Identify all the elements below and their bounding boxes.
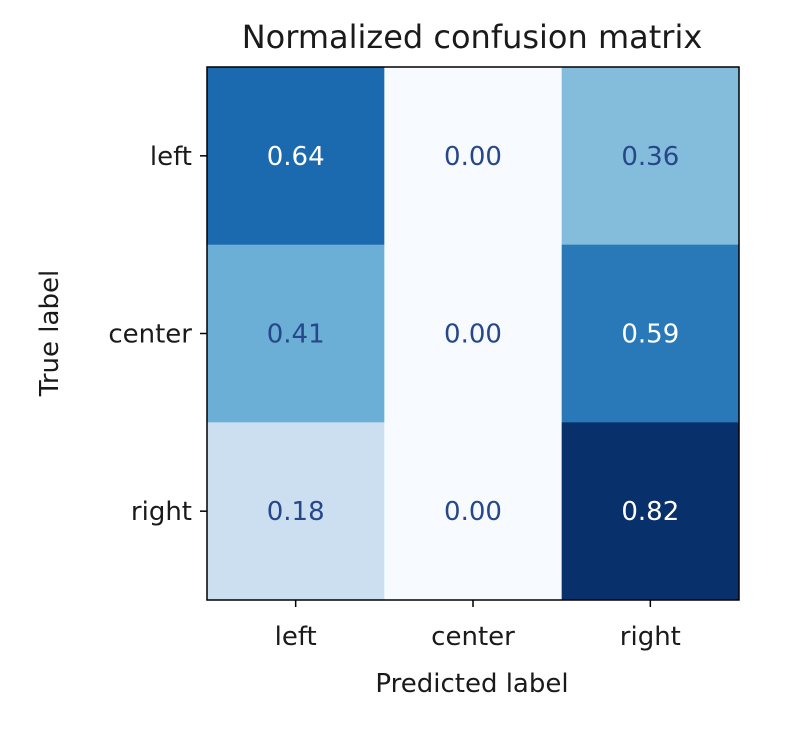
- heatmap-cell-left-right: [561, 67, 740, 246]
- x-tick-label-right: right: [620, 622, 681, 652]
- heatmap-cell-right-right: [561, 422, 740, 601]
- heatmap-cells: 0.64 0.00 0.36 0.41 0.00 0.59 0.18 0.00 0.82: [207, 67, 740, 601]
- heatmap-cell-left-center: [384, 67, 563, 246]
- heatmap-cell-center-left: [207, 244, 385, 423]
- chart-title: Normalized confusion matrix: [242, 18, 703, 56]
- cell-value-label-left-right: 0.36: [621, 142, 679, 172]
- y-axis-label: True label: [35, 270, 65, 397]
- cell-value-label-right-center: 0.00: [444, 497, 502, 527]
- cell-value-label-right-left: 0.18: [267, 497, 325, 527]
- y-tick-label-left: left: [150, 142, 192, 172]
- cell-value-label-left-center: 0.00: [444, 142, 502, 172]
- heatmap-cell-center-right: [561, 244, 740, 423]
- axis-ticks: left center right left center right: [108, 142, 681, 652]
- heatmap-cell-center-center: [384, 244, 563, 423]
- y-tick-label-right: right: [131, 497, 192, 527]
- x-axis-label: Predicted label: [375, 669, 568, 699]
- y-tick-label-center: center: [108, 320, 192, 350]
- x-tick-label-left: left: [275, 622, 317, 652]
- cell-value-label-center-center: 0.00: [444, 320, 502, 350]
- x-tick-label-center: center: [431, 622, 515, 652]
- heatmap-cell-right-left: [207, 422, 385, 601]
- cell-value-label-right-right: 0.82: [621, 497, 679, 527]
- heatmap-cell-left-left: [207, 67, 385, 246]
- cell-value-label-center-left: 0.41: [267, 320, 325, 350]
- cell-value-label-center-right: 0.59: [621, 320, 679, 350]
- cell-value-label-left-left: 0.64: [267, 142, 325, 172]
- heatmap-cell-right-center: [384, 422, 563, 601]
